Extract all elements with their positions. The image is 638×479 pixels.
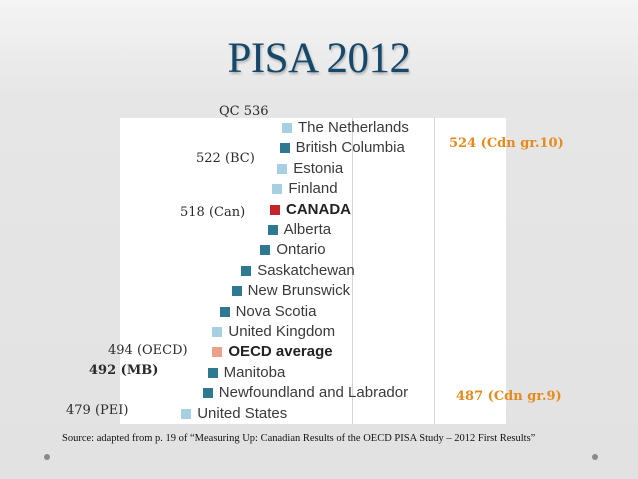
data-marker (260, 245, 271, 256)
slide-dot-left (44, 454, 50, 460)
score-annotation: 522 (BC) (196, 151, 255, 166)
category-label: Manitoba (223, 363, 286, 381)
category-label: Saskatchewan (257, 261, 355, 279)
canada-grade-annotation: 524 (Cdn gr.10) (449, 136, 564, 151)
category-label: Ontario (276, 241, 326, 259)
data-marker (279, 143, 290, 154)
category-label: Newfoundland and Labrador (218, 384, 409, 402)
data-marker (181, 408, 192, 419)
source-note: Source: adapted from p. 19 of “Measuring… (62, 433, 536, 444)
category-label: Estonia (293, 159, 344, 177)
data-marker (241, 265, 252, 276)
data-marker (282, 123, 292, 133)
chart-panel (120, 118, 506, 424)
canada-grade-annotation: 487 (Cdn gr.9) (456, 389, 562, 404)
score-annotation: 492 (MB) (89, 363, 159, 378)
category-label: United States (197, 404, 288, 422)
category-label: British Columbia (295, 139, 405, 157)
category-label: Finland (288, 180, 338, 198)
score-annotation: QC 536 (219, 104, 269, 119)
score-annotation: 479 (PEI) (66, 403, 129, 418)
category-label: CANADA (286, 200, 351, 218)
data-marker (267, 225, 278, 235)
data-marker (270, 204, 280, 215)
data-marker (231, 286, 242, 297)
category-label: OECD average (228, 343, 333, 361)
data-marker (202, 388, 213, 399)
category-label: The Netherlands (298, 119, 409, 136)
category-label: Nova Scotia (235, 302, 317, 320)
score-annotation: 518 (Can) (180, 205, 246, 220)
data-marker (272, 184, 283, 195)
slide-title: PISA 2012 (227, 35, 411, 82)
data-marker (277, 163, 288, 174)
gridline (434, 118, 435, 424)
data-marker (212, 347, 223, 358)
slide-dot-right (592, 454, 598, 460)
gridline (352, 118, 353, 424)
data-marker (207, 367, 218, 378)
category-label: United Kingdom (228, 323, 336, 340)
category-label: Alberta (283, 221, 332, 238)
data-marker (212, 327, 223, 337)
data-marker (219, 306, 230, 317)
score-annotation: 494 (OECD) (108, 343, 188, 358)
category-label: New Brunswick (247, 282, 351, 300)
